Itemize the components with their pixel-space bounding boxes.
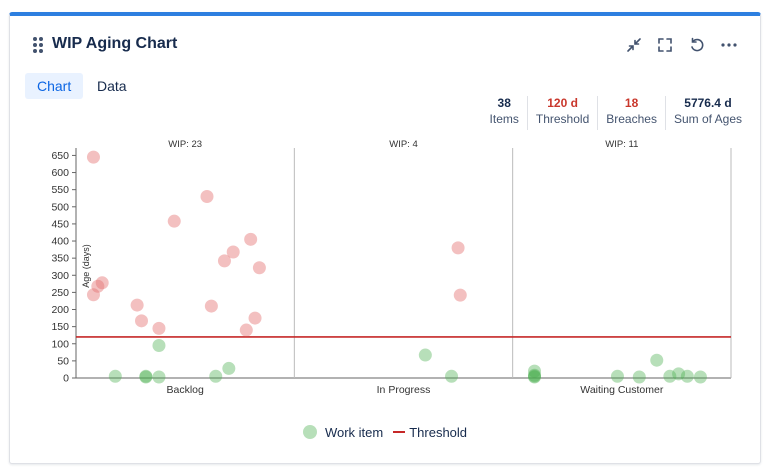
more-dots-icon[interactable]: [718, 34, 740, 56]
work-item-point-breach: [451, 241, 465, 255]
work-item-point: [528, 368, 541, 382]
stat-items-value: 38: [497, 96, 511, 110]
legend-work-item-swatch: [302, 425, 317, 439]
work-item-point: [209, 369, 223, 383]
work-item-point-breach: [200, 190, 214, 204]
tab-chart[interactable]: Chart: [25, 73, 84, 99]
stat-items: 38 Items: [482, 96, 527, 130]
work-item-point-breach: [130, 298, 144, 312]
x-category-label: Backlog: [166, 384, 204, 396]
work-item-point-breach: [95, 276, 109, 290]
work-item-point: [528, 369, 541, 383]
chart-legend: Work item Threshold: [10, 422, 760, 442]
work-item-point-breach: [252, 261, 266, 275]
stat-sum-ages: 5776.4 d Sum of Ages: [664, 96, 750, 130]
work-item-point-breach: [244, 232, 258, 246]
wip-count-label: WIP: 4: [389, 139, 418, 150]
legend-threshold-label: Threshold: [409, 424, 468, 440]
stat-threshold: 120 d Threshold: [526, 96, 597, 130]
work-item-point: [222, 361, 236, 375]
legend-threshold-swatch: [393, 431, 406, 433]
work-item-point-breach: [135, 314, 148, 328]
y-tick-label: 250: [51, 287, 69, 299]
y-tick-label: 50: [57, 355, 69, 367]
stat-sum-ages-value: 5776.4 d: [684, 96, 732, 110]
stat-breaches-label: Breaches: [606, 112, 657, 126]
drag-handle-icon[interactable]: [32, 37, 44, 53]
work-item-point: [650, 353, 664, 367]
card-header: WIP Aging Chart: [10, 16, 760, 72]
wip-aging-chart: 0 50 100 150 200 250 300 350 400 450 500 550 600 650 A…: [51, 139, 732, 396]
work-item-point-breach: [152, 321, 166, 335]
work-item-point: [445, 369, 459, 383]
work-item-point-breach: [86, 288, 100, 302]
work-item-point: [680, 369, 694, 383]
collapse-arrows-icon[interactable]: [623, 34, 645, 56]
stats-summary: 38 Items 120 d Threshold 18 Breaches 577…: [482, 96, 750, 130]
work-item-point: [610, 369, 624, 383]
work-item-point: [152, 338, 166, 352]
legend-work-item[interactable]: Work item: [302, 424, 384, 440]
legend-work-item-label: Work item: [324, 424, 384, 440]
stat-sum-ages-label: Sum of Ages: [673, 112, 742, 126]
y-tick-label: 450: [51, 218, 69, 230]
y-tick-label: 550: [51, 184, 69, 196]
work-item-point: [108, 369, 122, 383]
x-category-label: In Progress: [377, 384, 431, 396]
work-item-point: [139, 369, 153, 383]
work-item-point: [528, 370, 541, 384]
stat-threshold-label: Threshold: [535, 112, 590, 126]
y-tick-label: 200: [51, 304, 69, 316]
work-item-point: [672, 367, 686, 381]
work-item-point: [663, 369, 677, 383]
y-tick-label: 650: [51, 150, 69, 162]
wip-aging-card: WIP Aging Chart Chart Data: [9, 12, 761, 464]
work-item-point-breach: [217, 254, 231, 268]
work-item-point-breach: [167, 214, 181, 228]
fullscreen-icon[interactable]: [654, 34, 676, 56]
stat-threshold-value: 120 d: [547, 96, 578, 110]
work-item-point: [139, 370, 153, 384]
y-tick-label: 100: [51, 338, 69, 350]
y-tick-label: 150: [51, 321, 69, 333]
work-item-point: [632, 370, 646, 384]
stat-breaches-value: 18: [624, 96, 639, 110]
wip-count-label: WIP: 11: [605, 139, 638, 150]
x-category-label: Waiting Customer: [580, 384, 664, 396]
work-item-point-breach: [239, 323, 253, 337]
y-tick-label: 600: [51, 167, 69, 179]
refresh-icon[interactable]: [686, 34, 708, 56]
y-tick-label: 0: [63, 373, 69, 385]
tab-data[interactable]: Data: [97, 78, 127, 94]
work-item-point: [152, 370, 166, 384]
y-tick-label: 350: [51, 253, 69, 265]
legend-threshold[interactable]: Threshold: [393, 425, 467, 440]
work-item-point: [528, 364, 541, 378]
work-item-point-breach: [248, 311, 262, 325]
y-tick-label: 500: [51, 201, 69, 213]
work-item-point-breach: [204, 299, 218, 313]
card-title: WIP Aging Chart: [52, 35, 178, 52]
y-tick-label: 300: [51, 270, 69, 282]
stat-breaches: 18 Breaches: [597, 96, 665, 130]
y-axis-label: Age (days): [81, 244, 91, 288]
work-item-point-breach: [226, 245, 240, 259]
stat-items-label: Items: [489, 112, 519, 126]
work-item-point: [693, 370, 707, 384]
work-item-point-breach: [86, 150, 100, 164]
work-item-point: [418, 348, 432, 362]
work-item-point-breach: [91, 279, 105, 293]
y-tick-label: 400: [51, 236, 69, 248]
work-item-point-breach: [453, 288, 467, 302]
wip-count-label: WIP: 23: [168, 139, 202, 150]
